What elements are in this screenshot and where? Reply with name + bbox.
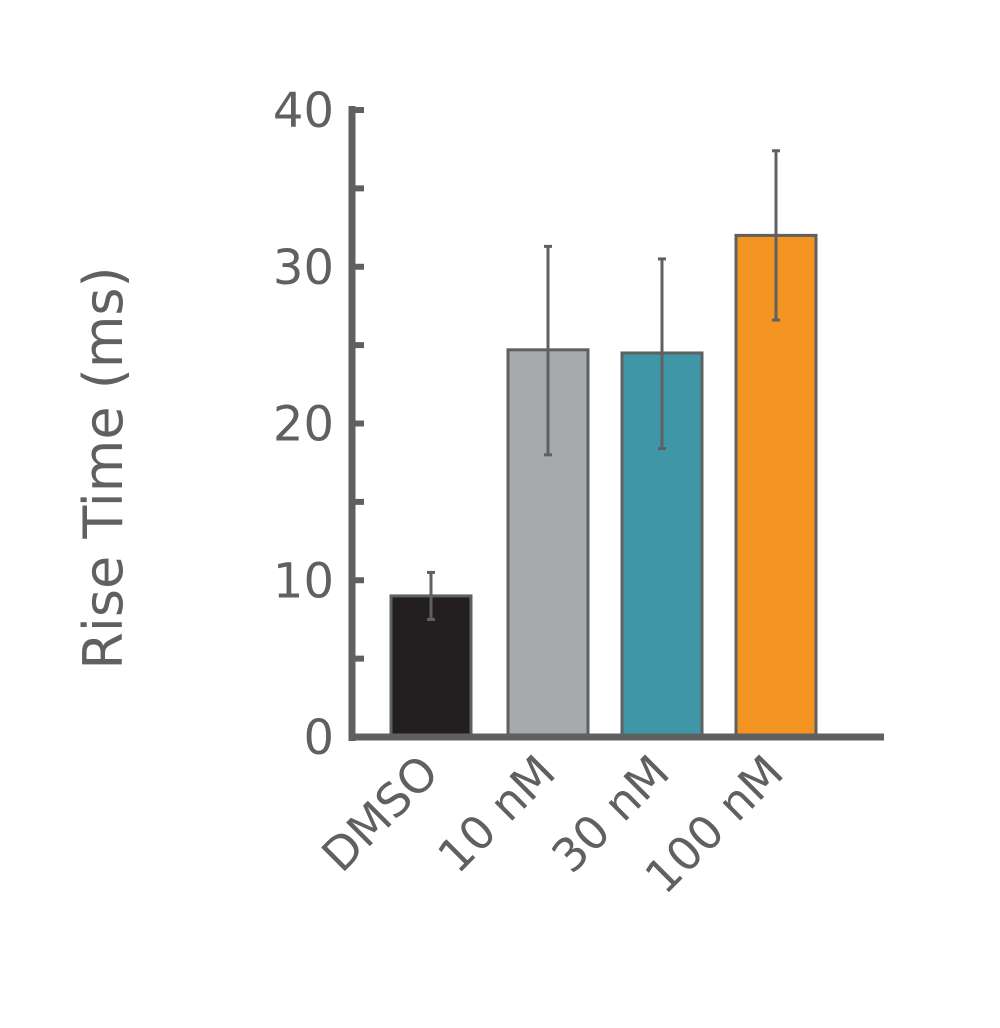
error-bar-1 xyxy=(544,244,552,457)
error-bars-layer xyxy=(427,149,780,621)
axes-layer xyxy=(348,106,884,741)
bars-layer xyxy=(389,233,818,739)
y-tick-label-10: 10 xyxy=(273,553,334,609)
x-tick-label-1: 10 nM xyxy=(427,745,566,884)
error-bar-3 xyxy=(772,149,780,322)
error-bar-0 xyxy=(427,570,435,621)
y-tick-label-20: 20 xyxy=(273,397,334,453)
error-bar-2 xyxy=(658,257,666,451)
bar-3 xyxy=(734,233,818,739)
y-tick-label-40: 40 xyxy=(273,83,334,139)
y-axis-label: Rise Time (ms) xyxy=(72,266,135,669)
y-tick-label-0: 0 xyxy=(303,710,334,766)
y-tick-label-30: 30 xyxy=(273,240,334,296)
